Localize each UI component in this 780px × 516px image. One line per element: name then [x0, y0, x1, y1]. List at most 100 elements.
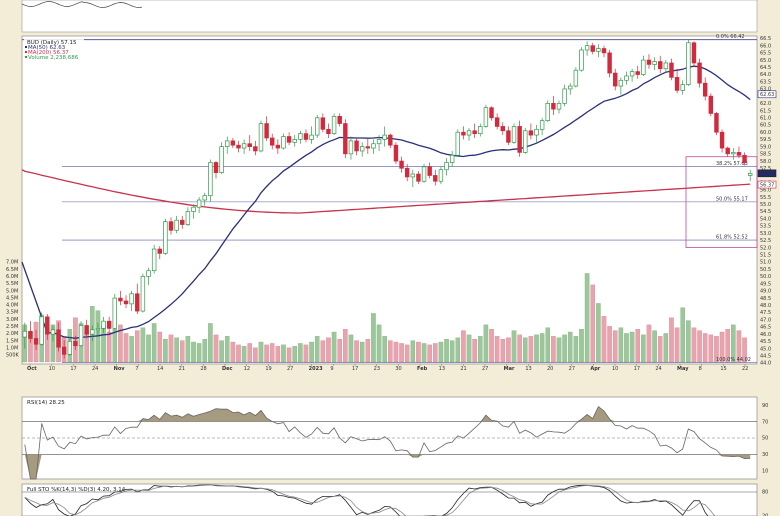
- volume-bar: [388, 340, 393, 363]
- volume-bar: [247, 343, 253, 363]
- candle: [663, 60, 669, 74]
- candle: [22, 322, 28, 349]
- candle-body: [416, 173, 421, 182]
- volume-axis-label: 4.0M: [6, 303, 18, 309]
- rsi-axis: 90 70 50 30 10: [762, 403, 768, 475]
- candle-body: [590, 45, 595, 52]
- candle-body: [73, 341, 78, 347]
- candle-body: [556, 103, 562, 110]
- candle-body: [494, 117, 500, 127]
- candle-body: [433, 175, 438, 182]
- volume-bar: [472, 338, 477, 363]
- volume-bar: [590, 284, 596, 363]
- candle-body: [343, 123, 348, 155]
- candle: [151, 244, 157, 274]
- volume-bar: [579, 328, 584, 363]
- volume-bar: [236, 344, 241, 363]
- candle: [725, 146, 730, 157]
- price-axis-label: 51.5: [760, 253, 771, 259]
- candle-body: [118, 297, 123, 302]
- date-label: 2023: [309, 366, 323, 372]
- price-panel-frame: [21, 35, 758, 365]
- candle-body: [101, 320, 106, 329]
- price-axis-label: 62.0: [760, 101, 771, 107]
- volume-bar: [697, 330, 702, 363]
- price-axis-label: 46.5: [760, 325, 771, 331]
- candle-body: [652, 61, 657, 65]
- date-label: 7: [135, 366, 138, 372]
- candle: [506, 126, 511, 146]
- candle: [736, 146, 742, 159]
- candle-body: [427, 166, 432, 176]
- candle: [39, 312, 44, 346]
- date-label: 12: [244, 366, 250, 372]
- volume-bar: [652, 330, 657, 363]
- candle: [303, 129, 309, 143]
- volume-bar: [320, 340, 326, 363]
- candle-body: [213, 162, 219, 173]
- candle: [579, 47, 584, 72]
- candle: [669, 58, 674, 81]
- candle: [337, 113, 342, 127]
- candle-body: [135, 293, 140, 312]
- volume-bar: [725, 328, 730, 363]
- volume-bar: [522, 337, 528, 363]
- volume-axis-label: 1.5M: [6, 338, 18, 344]
- rsi-axis-label: 50: [762, 436, 768, 442]
- candle: [168, 217, 174, 235]
- candle-body: [607, 52, 612, 74]
- candle-body: [281, 136, 286, 149]
- volume-bar: [416, 341, 421, 363]
- volume-bar: [286, 347, 292, 363]
- date-label: Mar: [504, 366, 515, 372]
- volume-bar: [382, 336, 387, 363]
- price-panel: 0.0% 66.42 38.2% 57.63 50.0% 55.17 61.8% 52…: [6, 34, 777, 372]
- candle-body: [61, 346, 67, 355]
- volume-bar: [427, 344, 432, 363]
- price-axis-label: 65.0: [760, 58, 771, 64]
- price-axis-label: 65.5: [760, 51, 771, 57]
- volume-bar: [241, 346, 247, 363]
- candle: [697, 58, 702, 88]
- candle: [90, 325, 95, 342]
- candle-body: [191, 206, 196, 212]
- price-axis-label: 59.5: [760, 137, 771, 143]
- candle: [174, 215, 179, 234]
- date-label: 20: [547, 366, 553, 372]
- candle-body: [359, 146, 365, 152]
- candle-body: [331, 115, 337, 134]
- volume-bar: [50, 324, 56, 363]
- volume-bar: [477, 336, 483, 363]
- candle-body: [523, 130, 528, 153]
- candle-body: [208, 162, 213, 197]
- volume-bar: [151, 323, 157, 363]
- candle: [747, 169, 753, 182]
- volume-bar: [551, 336, 556, 363]
- candle-body: [39, 316, 44, 345]
- price-axis-label: 55.5: [760, 195, 771, 201]
- volume-axis-label: 3.5M: [6, 310, 18, 316]
- candle: [129, 290, 134, 312]
- volume-bar: [365, 338, 371, 363]
- date-label: Apr: [590, 366, 600, 372]
- candle-body: [478, 126, 483, 134]
- candle: [258, 120, 264, 153]
- badge-box: [757, 180, 777, 189]
- candle-body: [270, 137, 275, 146]
- candle-body: [84, 325, 89, 335]
- volume-bar: [629, 331, 635, 363]
- ma50-line: [21, 65, 751, 339]
- candle-body: [95, 328, 101, 331]
- candle-body: [601, 48, 607, 54]
- volume-bar: [269, 343, 275, 363]
- rsi-panel: RSI(14) 28.25 90 70 50 30 10: [21, 396, 768, 480]
- candle-body: [545, 103, 550, 122]
- candle: [500, 122, 505, 136]
- candle: [742, 152, 747, 166]
- price-axis-label: 45.0: [760, 346, 771, 352]
- volume-bar: [326, 337, 331, 363]
- candle-body: [151, 248, 157, 272]
- candle: [646, 54, 652, 69]
- candle: [416, 171, 421, 185]
